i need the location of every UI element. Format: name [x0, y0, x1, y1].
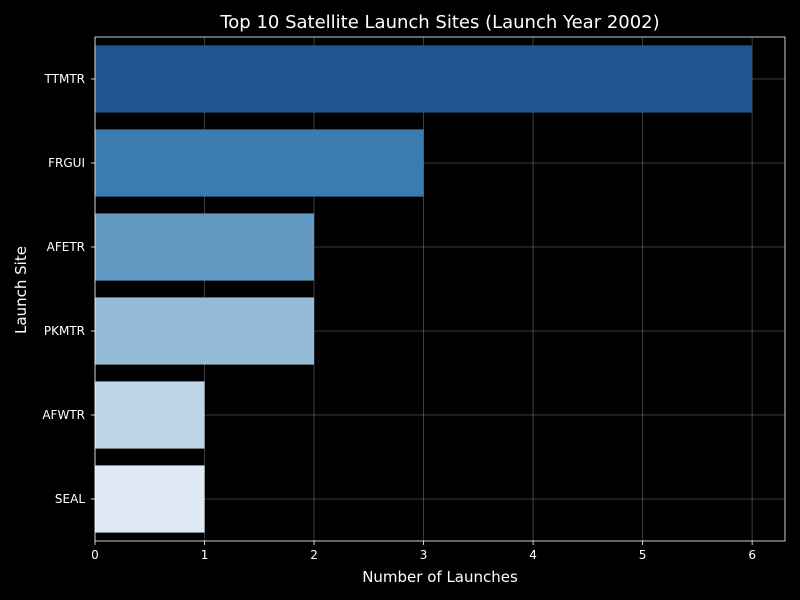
y-tick-label-2: AFETR	[47, 240, 85, 254]
x-tick-label-5: 5	[639, 548, 647, 562]
bar-frgui	[95, 129, 424, 197]
x-axis-ticks: 0 1 2 3 4 5 6	[91, 541, 756, 562]
bar-pkmtr	[95, 297, 315, 365]
bars	[95, 45, 753, 533]
y-tick-label-1: FRGUI	[48, 156, 85, 170]
x-tick-label-0: 0	[91, 548, 99, 562]
chart-title: Top 10 Satellite Launch Sites (Launch Ye…	[219, 12, 659, 33]
bar-seal	[95, 465, 205, 533]
y-tick-label-0: TTMTR	[44, 72, 85, 86]
y-tick-label-5: SEAL	[55, 492, 85, 506]
x-axis-title: Number of Launches	[362, 568, 518, 586]
x-tick-label-2: 2	[310, 548, 318, 562]
x-tick-label-1: 1	[201, 548, 209, 562]
y-tick-label-3: PKMTR	[44, 324, 85, 338]
y-axis-ticks: TTMTR FRGUI AFETR PKMTR AFWTR SEAL	[42, 72, 95, 506]
bar-ttmtr	[95, 45, 753, 113]
x-tick-label-4: 4	[529, 548, 537, 562]
y-tick-label-4: AFWTR	[42, 408, 85, 422]
plot-frame	[94, 36, 786, 542]
x-tick-label-3: 3	[420, 548, 428, 562]
bar-afwtr	[95, 381, 205, 449]
y-axis-title: Launch Site	[12, 246, 30, 334]
x-tick-label-6: 6	[748, 548, 756, 562]
plot-border	[94, 36, 786, 542]
bar-afetr	[95, 213, 315, 281]
